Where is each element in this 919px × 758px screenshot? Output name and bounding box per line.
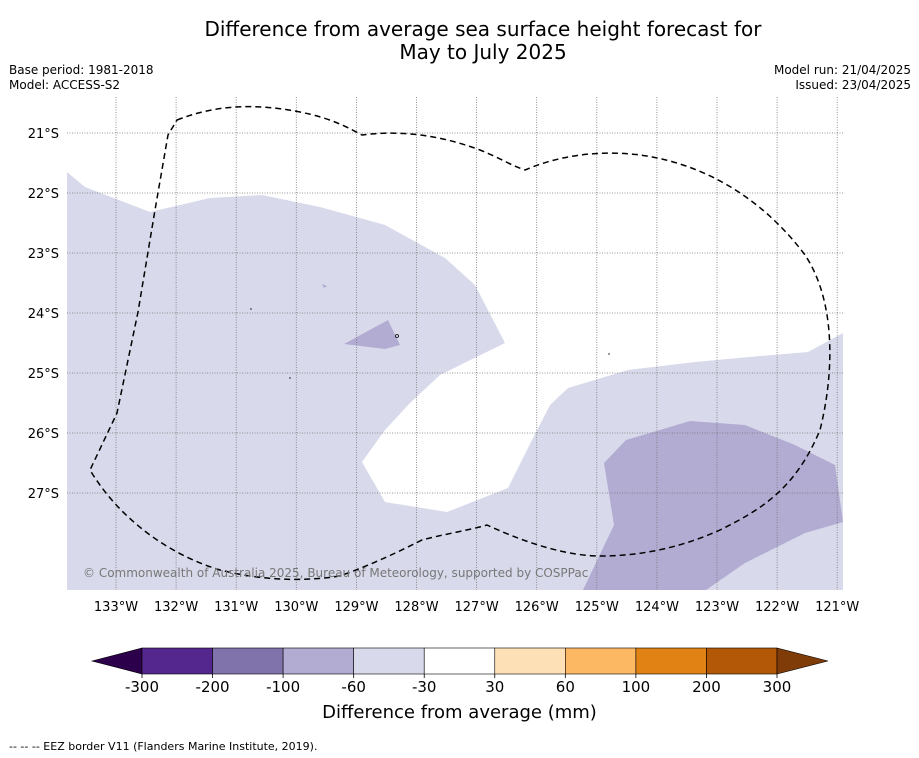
lon-label: 124°W: [635, 600, 679, 615]
lat-label: 22°S: [28, 187, 59, 202]
colorbar-bin: [423, 647, 496, 675]
colorbar-bin: [212, 647, 284, 675]
shading-medium-west: [344, 320, 400, 349]
lat-label: 23°S: [28, 247, 59, 262]
colorbar-over-arrow: [776, 647, 829, 675]
issued-date: Issued: 23/04/2025: [795, 78, 911, 92]
island-2: [250, 308, 252, 310]
island-4: [608, 353, 610, 355]
lon-label: 130°W: [274, 600, 318, 615]
meta-right: Model run: 21/04/2025 Issued: 23/04/2025: [774, 63, 911, 93]
island-1: [395, 334, 399, 338]
eez-border: [89, 105, 831, 581]
lat-label: 24°S: [28, 307, 59, 322]
lon-label: 122°W: [755, 600, 799, 615]
lon-label: 127°W: [455, 600, 499, 615]
lon-label: 128°W: [394, 600, 438, 615]
base-period: Base period: 1981-2018: [9, 63, 154, 77]
colorbar-tick-label: 100: [622, 678, 651, 696]
lat-label: 26°S: [28, 427, 59, 442]
footnote: -- -- -- EEZ border V11 (Flanders Marine…: [9, 740, 318, 753]
lat-label: 21°S: [28, 127, 59, 142]
lon-label: 129°W: [334, 600, 378, 615]
colorbar: -300 -200 -100 -60 -30 30 60 100 200 300: [90, 647, 829, 696]
colorbar-tick-label: 200: [692, 678, 721, 696]
gridlines: [67, 97, 843, 590]
shading-medium-east: [583, 421, 843, 590]
lon-label: 121°W: [815, 600, 859, 615]
map-title-line1: Difference from average sea surface heig…: [204, 17, 762, 41]
colorbar-tick-label: -300: [125, 678, 159, 696]
colorbar-tick-label: -30: [412, 678, 437, 696]
meta-left: Base period: 1981-2018 Model: ACCESS-S2: [9, 63, 154, 93]
map-title-line2: May to July 2025: [399, 40, 567, 64]
lon-label: 126°W: [515, 600, 559, 615]
map-title: Difference from average sea surface heig…: [0, 18, 919, 64]
model-name: Model: ACCESS-S2: [9, 78, 121, 92]
model-run: Model run: 21/04/2025: [773, 63, 911, 77]
lon-label: 133°W: [94, 600, 138, 615]
colorbar-bin: [494, 647, 566, 675]
lon-label: 125°W: [575, 600, 619, 615]
colorbar-bin: [282, 647, 354, 675]
colorbar-under-arrow: [90, 647, 143, 675]
colorbar-tick-label: 60: [556, 678, 575, 696]
lon-label: 131°W: [214, 600, 258, 615]
lat-labels: 21°S 22°S 23°S 24°S 25°S 26°S 27°S: [28, 127, 59, 502]
colorbar-tick-label: 300: [763, 678, 792, 696]
map-area: [67, 97, 843, 590]
lon-label: 132°W: [154, 600, 198, 615]
colorbar-bin: [635, 647, 707, 675]
shading-speck: [322, 284, 327, 288]
lat-label: 25°S: [28, 367, 59, 382]
colorbar-bin: [141, 647, 213, 675]
colorbar-tick-label: -60: [341, 678, 366, 696]
colorbar-tick-label: 30: [485, 678, 504, 696]
island-3: [289, 377, 291, 379]
colorbar-tick-label: -100: [266, 678, 300, 696]
lat-label: 27°S: [28, 487, 59, 502]
lon-label: 123°W: [695, 600, 739, 615]
colorbar-bin: [565, 647, 637, 675]
colorbar-tick-label: -200: [196, 678, 230, 696]
colorbar-bin: [706, 647, 778, 675]
colorbar-bin: [353, 647, 425, 675]
copyright-text: © Commonwealth of Australia 2025, Bureau…: [83, 566, 588, 580]
lon-labels: 133°W 132°W 131°W 130°W 129°W 128°W 127°W 126°W…: [94, 600, 860, 615]
colorbar-label: Difference from average (mm): [322, 702, 597, 723]
